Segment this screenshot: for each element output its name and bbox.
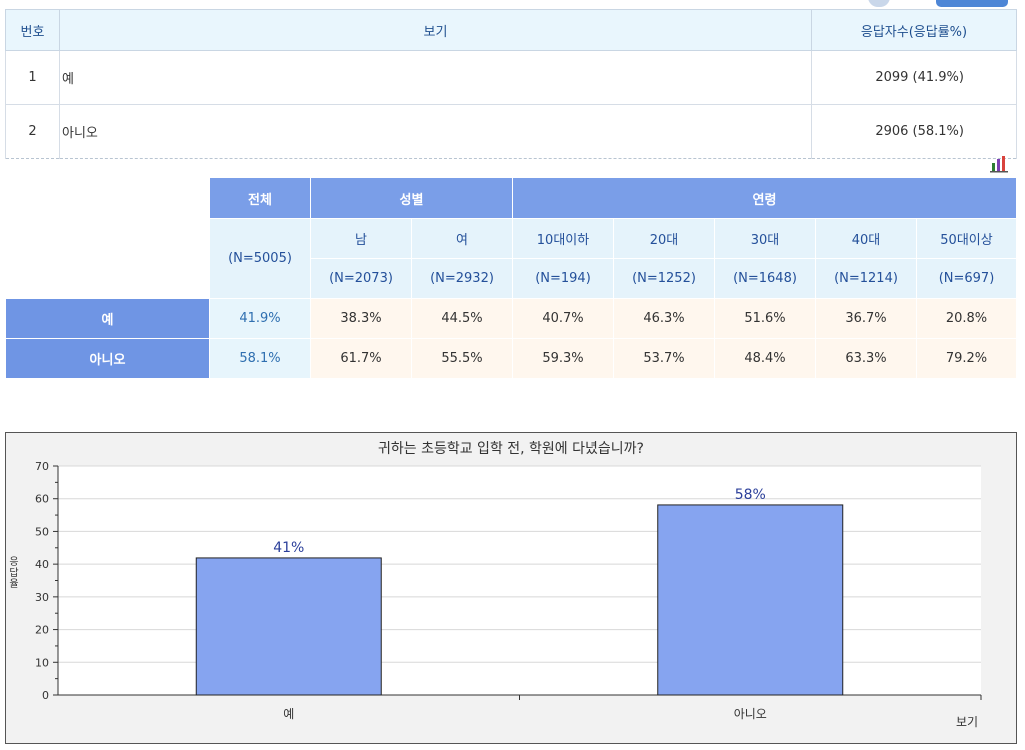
cell-value: 36.7% (815, 298, 917, 339)
x-tick-label: 예 (283, 707, 294, 721)
chart-title: 귀하는 초등학교 입학 전, 학원에 다녔습니까? (378, 441, 644, 457)
row-total: 41.9% (209, 298, 311, 339)
y-tick-label: 0 (42, 689, 49, 702)
header-total: 전체 (209, 177, 311, 219)
table-header-row: 번호 보기 응답자수(응답률%) (5, 9, 1017, 51)
header-responses: 응답자수(응답률%) (811, 9, 1017, 51)
group-count: (N=1214) (815, 258, 917, 299)
group-count: (N=1252) (613, 258, 715, 299)
data-label: 58% (735, 487, 766, 503)
row-number: 2 (5, 104, 60, 159)
group-count: (N=2073) (310, 258, 412, 299)
cell-value: 40.7% (512, 298, 614, 339)
header-gender: 성별 (310, 177, 513, 219)
header-choice: 보기 (59, 9, 812, 51)
circle-icon[interactable] (868, 0, 890, 7)
row-total: 58.1% (209, 338, 311, 379)
cell-value: 44.5% (411, 298, 513, 339)
group-label: 40대 (815, 218, 917, 259)
table-row: 예 41.9% 38.3% 44.5% 40.7% 46.3% 51.6% 36… (5, 298, 1017, 339)
row-label: 아니오 (5, 338, 210, 379)
y-tick-label: 50 (35, 525, 49, 538)
bar (657, 504, 844, 696)
group-count: (N=2932) (411, 258, 513, 299)
group-count: (N=194) (512, 258, 614, 299)
row-responses: 2099 (41.9%) (811, 50, 1017, 105)
data-label: 41% (273, 540, 304, 556)
cell-value: 46.3% (613, 298, 715, 339)
cell-value: 38.3% (310, 298, 412, 339)
y-tick-label: 40 (35, 558, 49, 571)
bar-chart-icon[interactable] (988, 155, 1010, 173)
crosstab-table: 전체 성별 연령 (N=5005) 남 여 10대이하 20대 30대 40대 … (5, 177, 1017, 379)
group-label: 30대 (714, 218, 816, 259)
cell-value: 48.4% (714, 338, 816, 379)
group-label: 10대이하 (512, 218, 614, 259)
cell-value: 59.3% (512, 338, 614, 379)
row-choice: 예 (59, 50, 812, 105)
chart-plot: 0 10 20 30 40 50 60 70 41% 예 58% 아니오 (35, 460, 982, 721)
group-label: 남 (310, 218, 412, 259)
total-count: (N=5005) (209, 218, 311, 299)
header-age: 연령 (512, 177, 1017, 219)
group-count: (N=1648) (714, 258, 816, 299)
cell-value: 53.7% (613, 338, 715, 379)
y-tick-label: 30 (35, 591, 49, 604)
cell-value: 55.5% (411, 338, 513, 379)
cell-value: 20.8% (916, 298, 1017, 339)
cell-value: 79.2% (916, 338, 1017, 379)
table-row: 1 예 2099 (41.9%) (5, 50, 1017, 105)
row-label: 예 (5, 298, 210, 339)
table-row: 아니오 58.1% 61.7% 55.5% 59.3% 53.7% 48.4% … (5, 338, 1017, 379)
response-summary-table: 번호 보기 응답자수(응답률%) 1 예 2099 (41.9%) 2 아니오 … (5, 9, 1017, 159)
blank-corner (5, 177, 210, 299)
group-label: 50대이상 (916, 218, 1017, 259)
row-responses: 2906 (58.1%) (811, 104, 1017, 159)
row-choice: 아니오 (59, 104, 812, 159)
row-number: 1 (5, 50, 60, 105)
cell-value: 51.6% (714, 298, 816, 339)
bar (195, 557, 382, 696)
y-tick-label: 60 (35, 493, 49, 506)
group-label: 여 (411, 218, 513, 259)
cell-value: 63.3% (815, 338, 917, 379)
y-tick-label: 10 (35, 656, 49, 669)
top-corner-controls (868, 0, 1008, 7)
cell-value: 61.7% (310, 338, 412, 379)
y-tick-label: 20 (35, 624, 49, 637)
y-tick-label: 70 (35, 460, 49, 473)
x-axis-label: 보기 (956, 715, 979, 729)
group-label: 20대 (613, 218, 715, 259)
blue-button[interactable] (936, 0, 1008, 7)
group-count: (N=697) (916, 258, 1017, 299)
table-row: 2 아니오 2906 (58.1%) (5, 104, 1017, 159)
x-tick-label: 아니오 (734, 707, 767, 721)
header-number: 번호 (5, 9, 60, 51)
